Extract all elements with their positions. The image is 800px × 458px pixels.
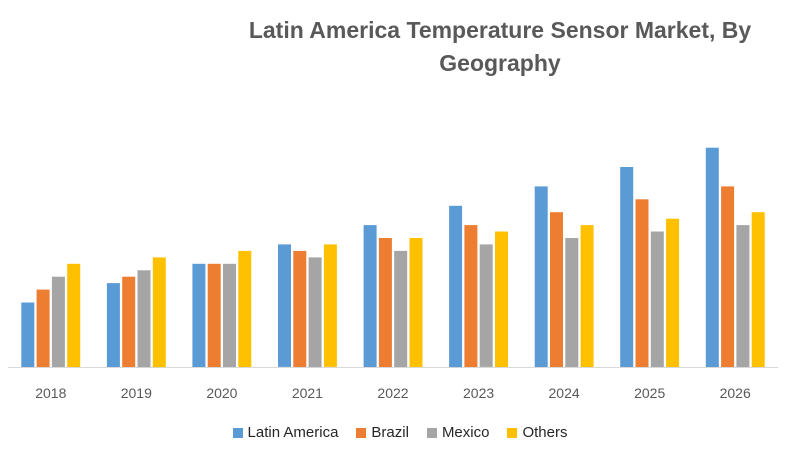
bar-latin-america-2025 bbox=[620, 167, 634, 367]
bar-mexico-2024 bbox=[565, 238, 579, 367]
x-tick-label-2021: 2021 bbox=[292, 385, 323, 401]
bar-mexico-2018 bbox=[51, 276, 65, 367]
legend-swatch-latin-america bbox=[232, 427, 243, 438]
legend-item-latin-america: Latin America bbox=[232, 424, 339, 441]
x-tick-label-2022: 2022 bbox=[377, 385, 408, 401]
bar-others-2022 bbox=[409, 238, 423, 367]
bar-mexico-2023 bbox=[479, 244, 493, 367]
x-tick-label-2024: 2024 bbox=[549, 385, 580, 401]
chart-title-line-1: Latin America Temperature Sensor Market,… bbox=[248, 17, 752, 43]
legend-label-mexico: Mexico bbox=[441, 424, 490, 441]
bar-others-2025 bbox=[666, 218, 680, 367]
bar-others-2018 bbox=[67, 263, 81, 367]
bar-others-2021 bbox=[323, 244, 337, 367]
bar-mexico-2026 bbox=[736, 225, 750, 367]
x-tick-label-2018: 2018 bbox=[35, 385, 66, 401]
legend-item-mexico: Mexico bbox=[426, 424, 490, 441]
bar-brazil-2019 bbox=[122, 276, 136, 367]
bar-brazil-2022 bbox=[378, 238, 392, 367]
bar-mexico-2020 bbox=[223, 263, 236, 367]
chart-legend: Latin America Brazil Mexico Others bbox=[0, 424, 800, 441]
legend-label-others: Others bbox=[522, 424, 568, 441]
chart-title: Latin America Temperature Sensor Market,… bbox=[200, 14, 800, 80]
bar-mexico-2019 bbox=[137, 270, 151, 368]
x-tick-label-2025: 2025 bbox=[634, 385, 665, 401]
chart-title-line-2: Geography bbox=[439, 50, 561, 76]
bar-mexico-2022 bbox=[394, 250, 408, 367]
bar-others-2023 bbox=[495, 231, 508, 367]
bar-latin-america-2020 bbox=[192, 263, 206, 367]
legend-swatch-brazil bbox=[356, 427, 367, 438]
bar-latin-america-2024 bbox=[534, 186, 548, 367]
legend-item-others: Others bbox=[507, 424, 567, 441]
bar-brazil-2021 bbox=[293, 250, 307, 367]
bar-brazil-2024 bbox=[550, 212, 563, 367]
x-tick-label-2019: 2019 bbox=[121, 385, 152, 401]
bar-others-2026 bbox=[751, 212, 765, 367]
bar-latin-america-2021 bbox=[278, 244, 291, 367]
bar-brazil-2023 bbox=[464, 225, 478, 367]
bar-mexico-2025 bbox=[650, 231, 664, 367]
x-tick-label-2026: 2026 bbox=[720, 385, 751, 401]
bar-brazil-2020 bbox=[207, 263, 221, 367]
bar-latin-america-2022 bbox=[363, 225, 377, 367]
legend-label-latin-america: Latin America bbox=[247, 424, 339, 441]
legend-item-brazil: Brazil bbox=[356, 424, 409, 441]
legend-swatch-others bbox=[507, 427, 518, 438]
bar-latin-america-2026 bbox=[705, 147, 719, 367]
bar-brazil-2025 bbox=[635, 199, 649, 367]
x-tick-label-2020: 2020 bbox=[206, 385, 237, 401]
bar-others-2024 bbox=[580, 225, 594, 367]
bar-latin-america-2023 bbox=[449, 205, 463, 368]
bar-latin-america-2018 bbox=[21, 302, 35, 367]
bar-others-2020 bbox=[238, 250, 252, 367]
legend-swatch-mexico bbox=[426, 427, 437, 438]
bar-brazil-2026 bbox=[721, 186, 735, 367]
bar-latin-america-2019 bbox=[106, 283, 120, 367]
x-tick-label-2023: 2023 bbox=[463, 385, 494, 401]
bar-others-2019 bbox=[152, 257, 166, 368]
bar-brazil-2018 bbox=[36, 289, 50, 367]
bar-mexico-2021 bbox=[308, 257, 322, 368]
legend-label-brazil: Brazil bbox=[371, 424, 409, 441]
